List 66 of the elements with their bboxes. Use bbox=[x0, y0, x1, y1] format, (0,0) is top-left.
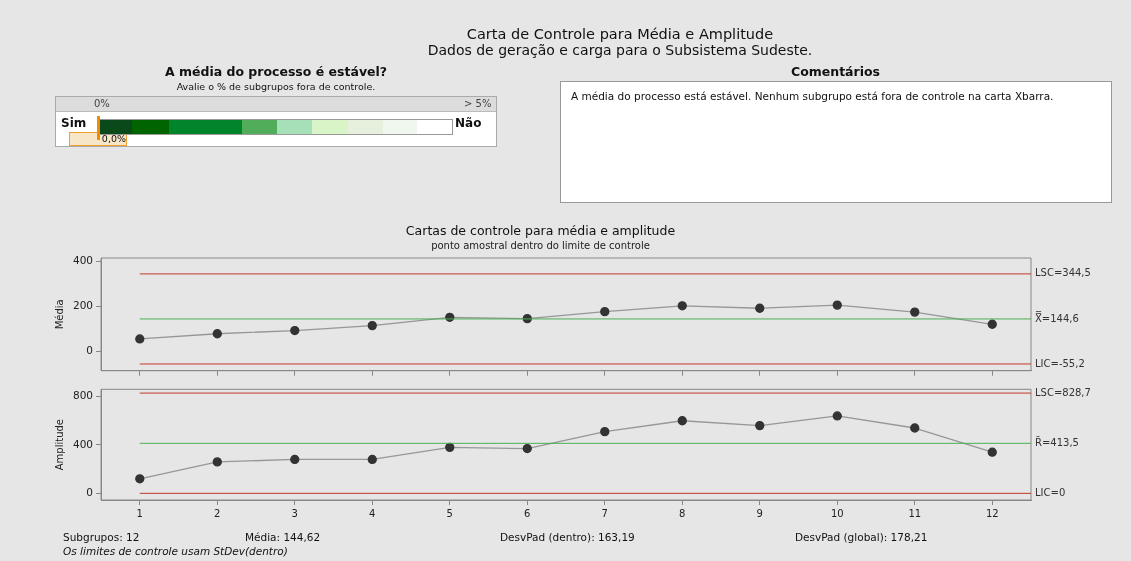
text: Não bbox=[455, 116, 482, 130]
text: 0,0% bbox=[69, 132, 127, 146]
x-tick-label: 1 bbox=[136, 507, 143, 519]
ref-line-label: LIC=0 bbox=[1035, 486, 1066, 498]
x-tick-label: 4 bbox=[369, 507, 376, 519]
y-tick-label: 200 bbox=[72, 299, 94, 312]
text: Sim bbox=[61, 116, 87, 130]
point bbox=[445, 442, 455, 453]
ref-line-label: LIC=-55,2 bbox=[1035, 357, 1085, 369]
x-tick-label: 8 bbox=[679, 507, 686, 519]
point bbox=[212, 457, 222, 467]
x-tick-label: 9 bbox=[756, 507, 763, 519]
point bbox=[755, 420, 765, 431]
ref-line-label: R̄=413,5 bbox=[1035, 436, 1079, 448]
ref-line-label: X̿=144,6 bbox=[1035, 310, 1079, 324]
text: 0% bbox=[94, 98, 110, 109]
text: Carta de Controle para Média e Amplitude bbox=[465, 26, 775, 42]
x-tick-label: 2 bbox=[214, 507, 221, 519]
point bbox=[212, 329, 222, 339]
ref-line-label: LSC=344,5 bbox=[1035, 267, 1091, 279]
point bbox=[367, 454, 377, 465]
point bbox=[832, 300, 842, 310]
x-tick-label: 10 bbox=[830, 507, 844, 519]
point bbox=[135, 334, 145, 344]
point bbox=[832, 411, 842, 421]
y-tick-label: 400 bbox=[72, 254, 94, 267]
y-tick-label: 800 bbox=[72, 389, 94, 402]
point bbox=[135, 474, 145, 484]
y-axis-title: Média bbox=[53, 299, 65, 330]
text: DesvPad (dentro): 163,19 bbox=[500, 531, 635, 543]
x-tick-label: 5 bbox=[446, 507, 453, 519]
point bbox=[367, 320, 377, 331]
point bbox=[910, 307, 920, 317]
text: Avalie o % de subgrupos fora de controle. bbox=[175, 81, 377, 92]
point bbox=[522, 443, 532, 454]
point bbox=[600, 307, 610, 317]
ref-line-label: LSC=828,7 bbox=[1035, 386, 1091, 398]
text: > 5% bbox=[464, 98, 492, 109]
text: Os limites de controle usam StDev(dentro) bbox=[63, 545, 288, 557]
point bbox=[290, 454, 300, 465]
y-tick-label: 400 bbox=[72, 437, 94, 450]
x-tick-label: 3 bbox=[291, 507, 298, 519]
point bbox=[910, 423, 920, 433]
text: Comentários bbox=[789, 64, 882, 79]
point bbox=[600, 426, 610, 437]
point bbox=[987, 447, 997, 457]
text: Dados de geração e carga para o Subsistema Sudeste. bbox=[426, 42, 814, 58]
point bbox=[755, 303, 765, 313]
chart-subtitle: ponto amostral dentro do limite de controle bbox=[431, 239, 650, 251]
y-tick-label: 0 bbox=[86, 344, 94, 357]
x-tick-label: 7 bbox=[601, 507, 608, 519]
text: Média: 144,62 bbox=[245, 531, 321, 543]
chart-title: Cartas de controle para média e amplitude bbox=[405, 222, 676, 238]
y-tick-label: 0 bbox=[86, 486, 94, 499]
x-tick-label: 6 bbox=[524, 507, 531, 519]
point bbox=[290, 325, 300, 336]
point bbox=[677, 301, 687, 311]
text: A média do processo é estável? bbox=[163, 64, 389, 79]
point bbox=[987, 319, 997, 329]
text: Subgrupos: 12 bbox=[63, 531, 140, 543]
x-tick-label: 11 bbox=[908, 507, 922, 519]
point bbox=[677, 416, 687, 426]
y-axis-title: Amplitude bbox=[53, 419, 65, 471]
x-tick-label: 12 bbox=[985, 507, 999, 519]
text: DesvPad (global): 178,21 bbox=[795, 531, 928, 543]
text: A média do processo está estável. Nenhum subgrupo está fora de controle na carta Xbarra. bbox=[571, 89, 1055, 104]
